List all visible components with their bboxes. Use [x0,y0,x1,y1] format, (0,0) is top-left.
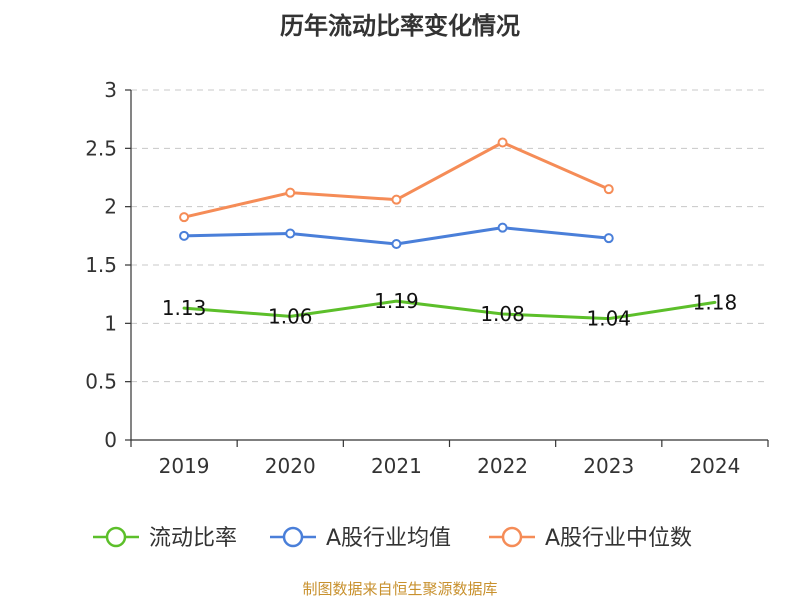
x-tick-label: 2021 [371,454,422,478]
x-tick-label: 2020 [265,454,316,478]
y-tick-label: 0 [104,428,117,452]
series-line [182,141,611,219]
data-label: 1.18 [693,290,738,314]
legend-label: A股行业均值 [326,526,451,551]
axes: 0 0.5 1 1.5 2 2.5 3 2019 2020 2021 2022 2023 2024 [85,78,769,478]
data-labels: 1.13 1.06 1.19 1.08 1.04 1.18 [162,289,737,331]
series-point [285,187,296,198]
data-label: 1.13 [162,296,207,320]
legend-circle-icon [501,526,523,548]
series-point [497,137,508,148]
x-tick-label: 2019 [159,454,210,478]
data-label: 1.04 [586,307,631,331]
series-point [179,230,190,241]
grid-lines [131,89,768,383]
y-tick-label: 2 [104,195,117,219]
y-tick-label: 2.5 [85,136,117,160]
legend-circle-icon [105,526,127,548]
series-point [391,194,402,205]
data-label: 1.08 [480,302,525,326]
series-point [603,233,614,244]
y-tick-label: 1 [104,311,117,335]
series-point [285,228,296,239]
x-tick-label: 2023 [583,454,634,478]
series-layer [179,137,717,321]
y-tick-label: 3 [104,78,117,102]
series-line [182,299,717,321]
series-point [497,222,508,233]
series-point [179,212,190,223]
source-note: 制图数据来自恒生聚源数据库 [302,580,497,598]
legend-label: 流动比率 [149,526,237,551]
series-point [603,184,614,195]
data-label: 1.19 [374,289,419,313]
series-point [391,239,402,249]
legend-item[interactable]: 流动比率 [93,526,237,551]
x-tick-label: 2024 [689,454,740,478]
legend-item[interactable]: A股行业中位数 [489,526,692,551]
chart-title: 历年流动比率变化情况 [280,12,520,40]
y-tick-label: 1.5 [85,253,117,277]
legend: 流动比率 A股行业均值 A股行业中位数 [93,526,692,551]
x-tick-label: 2022 [477,454,528,478]
legend-label: A股行业中位数 [545,526,692,551]
legend-circle-icon [282,526,304,548]
y-tick-label: 0.5 [85,370,117,394]
data-label: 1.06 [268,304,313,328]
legend-item[interactable]: A股行业均值 [270,526,451,551]
